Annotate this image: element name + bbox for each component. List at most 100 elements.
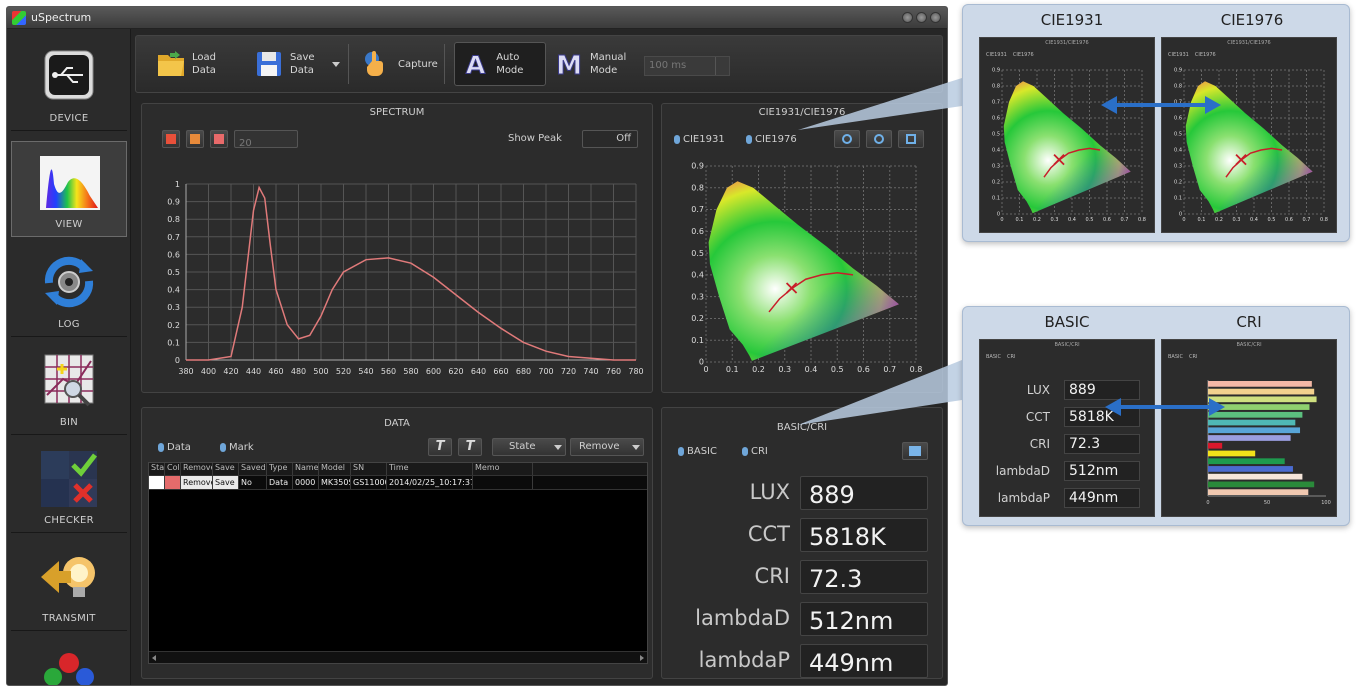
- metric-label: LUX: [749, 480, 790, 504]
- radio-selected-icon: [158, 443, 164, 452]
- sidebar-item-log[interactable]: LOG: [11, 241, 127, 337]
- x-tick-label: 0: [1206, 500, 1209, 506]
- fit-view-button[interactable]: [898, 130, 924, 148]
- auto-a-icon: A: [465, 50, 486, 79]
- mini-cie1976-chart: 0 0.1 0.2 0.3 0.4 0.5 0.6 0.7 0.8 0 0.1 0.2 0.3 0.4 0.…: [1174, 68, 1328, 223]
- data-radio[interactable]: Data: [158, 442, 191, 453]
- mini-basic-title: BASIC/CRI: [1054, 342, 1080, 348]
- copy-icon: [909, 446, 921, 456]
- mini-cie1931-title: CIE1931/CIE1976: [1045, 40, 1089, 46]
- capture-button[interactable]: Capture: [362, 42, 442, 86]
- x-tick-label: 0.4: [1250, 217, 1258, 223]
- zoom-in-button[interactable]: [834, 130, 860, 148]
- x-tick-label: 680: [516, 367, 531, 376]
- text-tool-2-button[interactable]: T: [458, 438, 482, 456]
- show-peak-toggle[interactable]: Off: [582, 130, 638, 148]
- x-tick-label: 700: [538, 367, 553, 376]
- y-tick-label: 0: [1179, 212, 1182, 218]
- y-tick-label: 0.7: [691, 205, 704, 214]
- app-window: uSpectrum DEVICE VIEW: [6, 6, 948, 686]
- x-tick-label: 0.1: [1016, 217, 1024, 223]
- x-tick-label: 740: [583, 367, 598, 376]
- sidebar-item-checker[interactable]: CHECKER: [11, 437, 127, 533]
- x-tick-label: 780: [628, 367, 643, 376]
- cri-bar: [1208, 411, 1303, 418]
- column-header[interactable]: Model: [319, 463, 351, 475]
- mini-basic-panel: BASIC/CRI BASIC CRI LUX 889 CCT 5818K CRI 72.…: [979, 339, 1155, 517]
- copy-values-button[interactable]: [902, 442, 928, 460]
- sidebar-label-device: DEVICE: [49, 113, 89, 124]
- column-header[interactable]: Color: [165, 463, 181, 475]
- maximize-icon[interactable]: [916, 12, 927, 23]
- state-dropdown-button[interactable]: State: [492, 438, 566, 456]
- save-data-button[interactable]: Save Data: [254, 42, 334, 86]
- y-tick-label: 0.1: [691, 336, 704, 345]
- y-tick-label: 0.2: [691, 314, 704, 323]
- auto-mode-button[interactable]: A Auto Mode: [454, 42, 546, 86]
- minimize-icon[interactable]: [902, 12, 913, 23]
- sidebar-item-bin[interactable]: BIN: [11, 339, 127, 435]
- cie1931-radio[interactable]: CIE1931: [674, 134, 725, 145]
- close-icon[interactable]: [930, 12, 941, 23]
- column-header[interactable]: Remove: [181, 463, 213, 475]
- load-data-button[interactable]: Load Data: [156, 42, 236, 86]
- y-tick-label: 0.3: [167, 303, 180, 312]
- color-gamut-shade: [1185, 81, 1313, 214]
- x-tick-label: 540: [358, 367, 373, 376]
- column-header[interactable]: Save: [213, 463, 239, 475]
- radio-selected-icon: [674, 135, 680, 144]
- integration-time-select[interactable]: 100 ms: [644, 56, 730, 76]
- basic-panel-title: BASIC/CRI: [776, 422, 828, 433]
- mini-radio-row: BASIC CRI: [1168, 354, 1197, 360]
- y-tick-label: 0.4: [167, 286, 180, 295]
- column-header[interactable]: SN: [351, 463, 387, 475]
- y-tick-label: 0: [175, 356, 180, 365]
- view-mode-1-button[interactable]: [162, 130, 180, 148]
- row-remove-button[interactable]: Remove: [181, 476, 213, 489]
- y-tick-label: 0.2: [992, 180, 1000, 186]
- sidebar-item-view[interactable]: VIEW: [11, 141, 127, 237]
- manual-mode-button[interactable]: M Manual Mode: [554, 42, 634, 86]
- sidebar-item-transmit[interactable]: TRANSMIT: [11, 535, 127, 631]
- sidebar-item-extra[interactable]: [11, 635, 127, 685]
- column-header[interactable]: State: [149, 463, 165, 475]
- horizontal-scrollbar[interactable]: [149, 651, 647, 663]
- y-tick-label: 0.6: [992, 116, 1000, 122]
- average-count-select[interactable]: 20: [234, 130, 298, 149]
- cri-bar: [1208, 404, 1310, 410]
- cie1976-radio[interactable]: CIE1976: [746, 134, 797, 145]
- column-header[interactable]: Name: [293, 463, 319, 475]
- column-header[interactable]: Saved: [239, 463, 267, 475]
- zoom-out-button[interactable]: [866, 130, 892, 148]
- column-header[interactable]: Memo: [473, 463, 533, 475]
- x-tick-label: 0.5: [1268, 217, 1276, 223]
- zoom-out-icon: [874, 134, 884, 144]
- column-header[interactable]: Time: [387, 463, 473, 475]
- view-mode-f-button[interactable]: [186, 130, 204, 148]
- basic-radio[interactable]: BASIC: [678, 446, 717, 457]
- x-tick-label: 0.2: [1033, 217, 1041, 223]
- cie1931-radio-label: CIE1931: [683, 134, 725, 145]
- cri-bar: [1208, 458, 1285, 465]
- text-t-icon: T: [465, 439, 475, 454]
- y-tick-label: 0.5: [1174, 132, 1182, 138]
- column-header[interactable]: Type: [267, 463, 293, 475]
- sidebar-item-device[interactable]: DEVICE: [11, 35, 127, 131]
- view-mode-3-button[interactable]: [210, 130, 228, 148]
- remove-dropdown-button[interactable]: Remove: [570, 438, 644, 456]
- text-tool-button[interactable]: T: [428, 438, 452, 456]
- table-row[interactable]: RemoveSaveNoData0000MK350SGS1100052014/0…: [149, 476, 647, 490]
- manual-m-icon: M: [556, 51, 583, 80]
- y-tick-label: 0.3: [992, 164, 1000, 170]
- x-tick-label: 0.2: [752, 365, 765, 374]
- save-dropdown-arrow-icon[interactable]: [332, 62, 340, 67]
- mark-radio[interactable]: Mark: [220, 442, 254, 453]
- cri-radio[interactable]: CRI: [742, 446, 768, 457]
- name-cell: 0000: [293, 476, 319, 489]
- x-tick-label: 0.7: [1121, 217, 1129, 223]
- time-cell: 2014/02/25_10:17:37: [389, 476, 473, 489]
- row-save-button[interactable]: Save: [213, 476, 239, 489]
- x-tick-label: 50: [1264, 500, 1270, 506]
- memo-cell[interactable]: [473, 476, 533, 489]
- callout-cie1931-title: CIE1931: [1040, 11, 1104, 29]
